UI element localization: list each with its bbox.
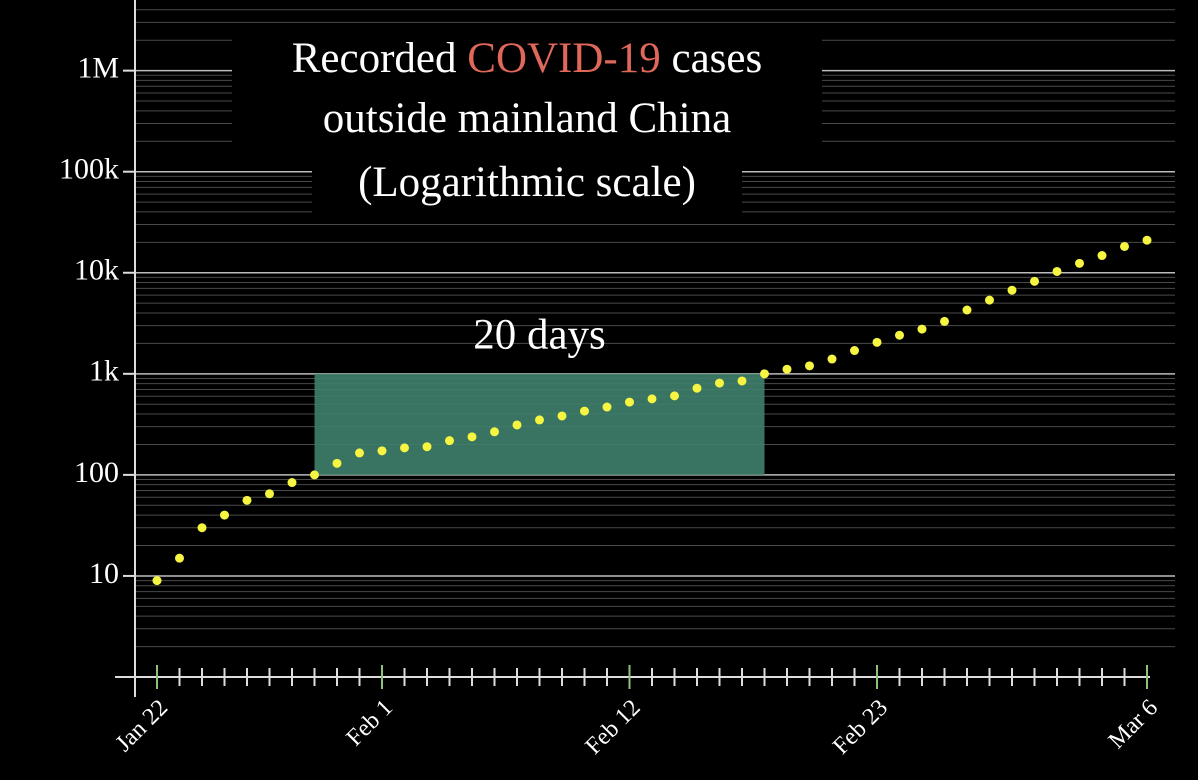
data-point xyxy=(557,411,567,421)
data-point xyxy=(377,446,387,456)
title-backdrop xyxy=(312,158,742,214)
titles: Recorded COVID-19 cases outside mainland… xyxy=(232,32,822,214)
title-backdrop xyxy=(232,32,822,152)
data-point xyxy=(1052,266,1062,276)
data-point xyxy=(670,391,679,401)
data-point xyxy=(917,324,927,334)
data-point xyxy=(1075,258,1084,268)
y-tick-label: 10 xyxy=(89,557,119,590)
chart-title: outside mainland China xyxy=(323,95,731,142)
data-point xyxy=(490,427,499,437)
data-point xyxy=(1120,241,1129,251)
data-point xyxy=(962,305,972,315)
data-point xyxy=(422,442,432,452)
data-point xyxy=(310,470,319,480)
data-point xyxy=(625,397,634,407)
data-point xyxy=(1030,276,1039,286)
data-point xyxy=(737,376,747,386)
data-point xyxy=(242,495,252,505)
data-point xyxy=(220,510,229,520)
chart-title: Recorded COVID-19 cases xyxy=(292,35,762,82)
y-tick-label: 100k xyxy=(59,153,119,186)
y-tick-label: 1k xyxy=(89,355,119,388)
data-point xyxy=(175,553,184,563)
data-point xyxy=(782,364,792,374)
chart-subtitle: (Logarithmic scale) xyxy=(358,159,696,206)
data-point xyxy=(850,346,859,356)
y-tick-label: 10k xyxy=(74,254,119,287)
data-point xyxy=(715,378,724,388)
data-point xyxy=(692,383,702,393)
marks: 20 days xyxy=(152,235,1152,586)
data-point xyxy=(197,523,207,533)
data-point xyxy=(872,337,882,347)
y-tick-label: 1M xyxy=(77,52,119,85)
data-point xyxy=(400,443,409,453)
data-point xyxy=(805,361,814,371)
data-point xyxy=(1007,285,1017,295)
data-point xyxy=(287,478,297,488)
data-point xyxy=(445,436,454,446)
data-point xyxy=(985,295,994,305)
data-point xyxy=(467,432,477,442)
data-point xyxy=(512,420,522,430)
data-point xyxy=(647,394,657,404)
data-point xyxy=(1142,235,1152,245)
title-part: Recorded xyxy=(292,35,457,82)
data-point xyxy=(355,448,364,458)
title-part: cases xyxy=(672,35,763,82)
data-point xyxy=(580,406,589,416)
data-point xyxy=(602,402,612,412)
highlight-label: 20 days xyxy=(473,312,606,359)
data-point xyxy=(265,489,274,499)
data-point xyxy=(535,415,544,425)
data-point xyxy=(827,354,837,364)
data-point xyxy=(940,316,949,326)
data-point xyxy=(895,330,904,340)
title-highlight: COVID-19 xyxy=(467,35,660,82)
data-point xyxy=(332,458,342,468)
data-point xyxy=(152,576,162,586)
data-point xyxy=(760,369,769,379)
y-tick-label: 100 xyxy=(74,456,119,489)
data-point xyxy=(1097,251,1107,261)
